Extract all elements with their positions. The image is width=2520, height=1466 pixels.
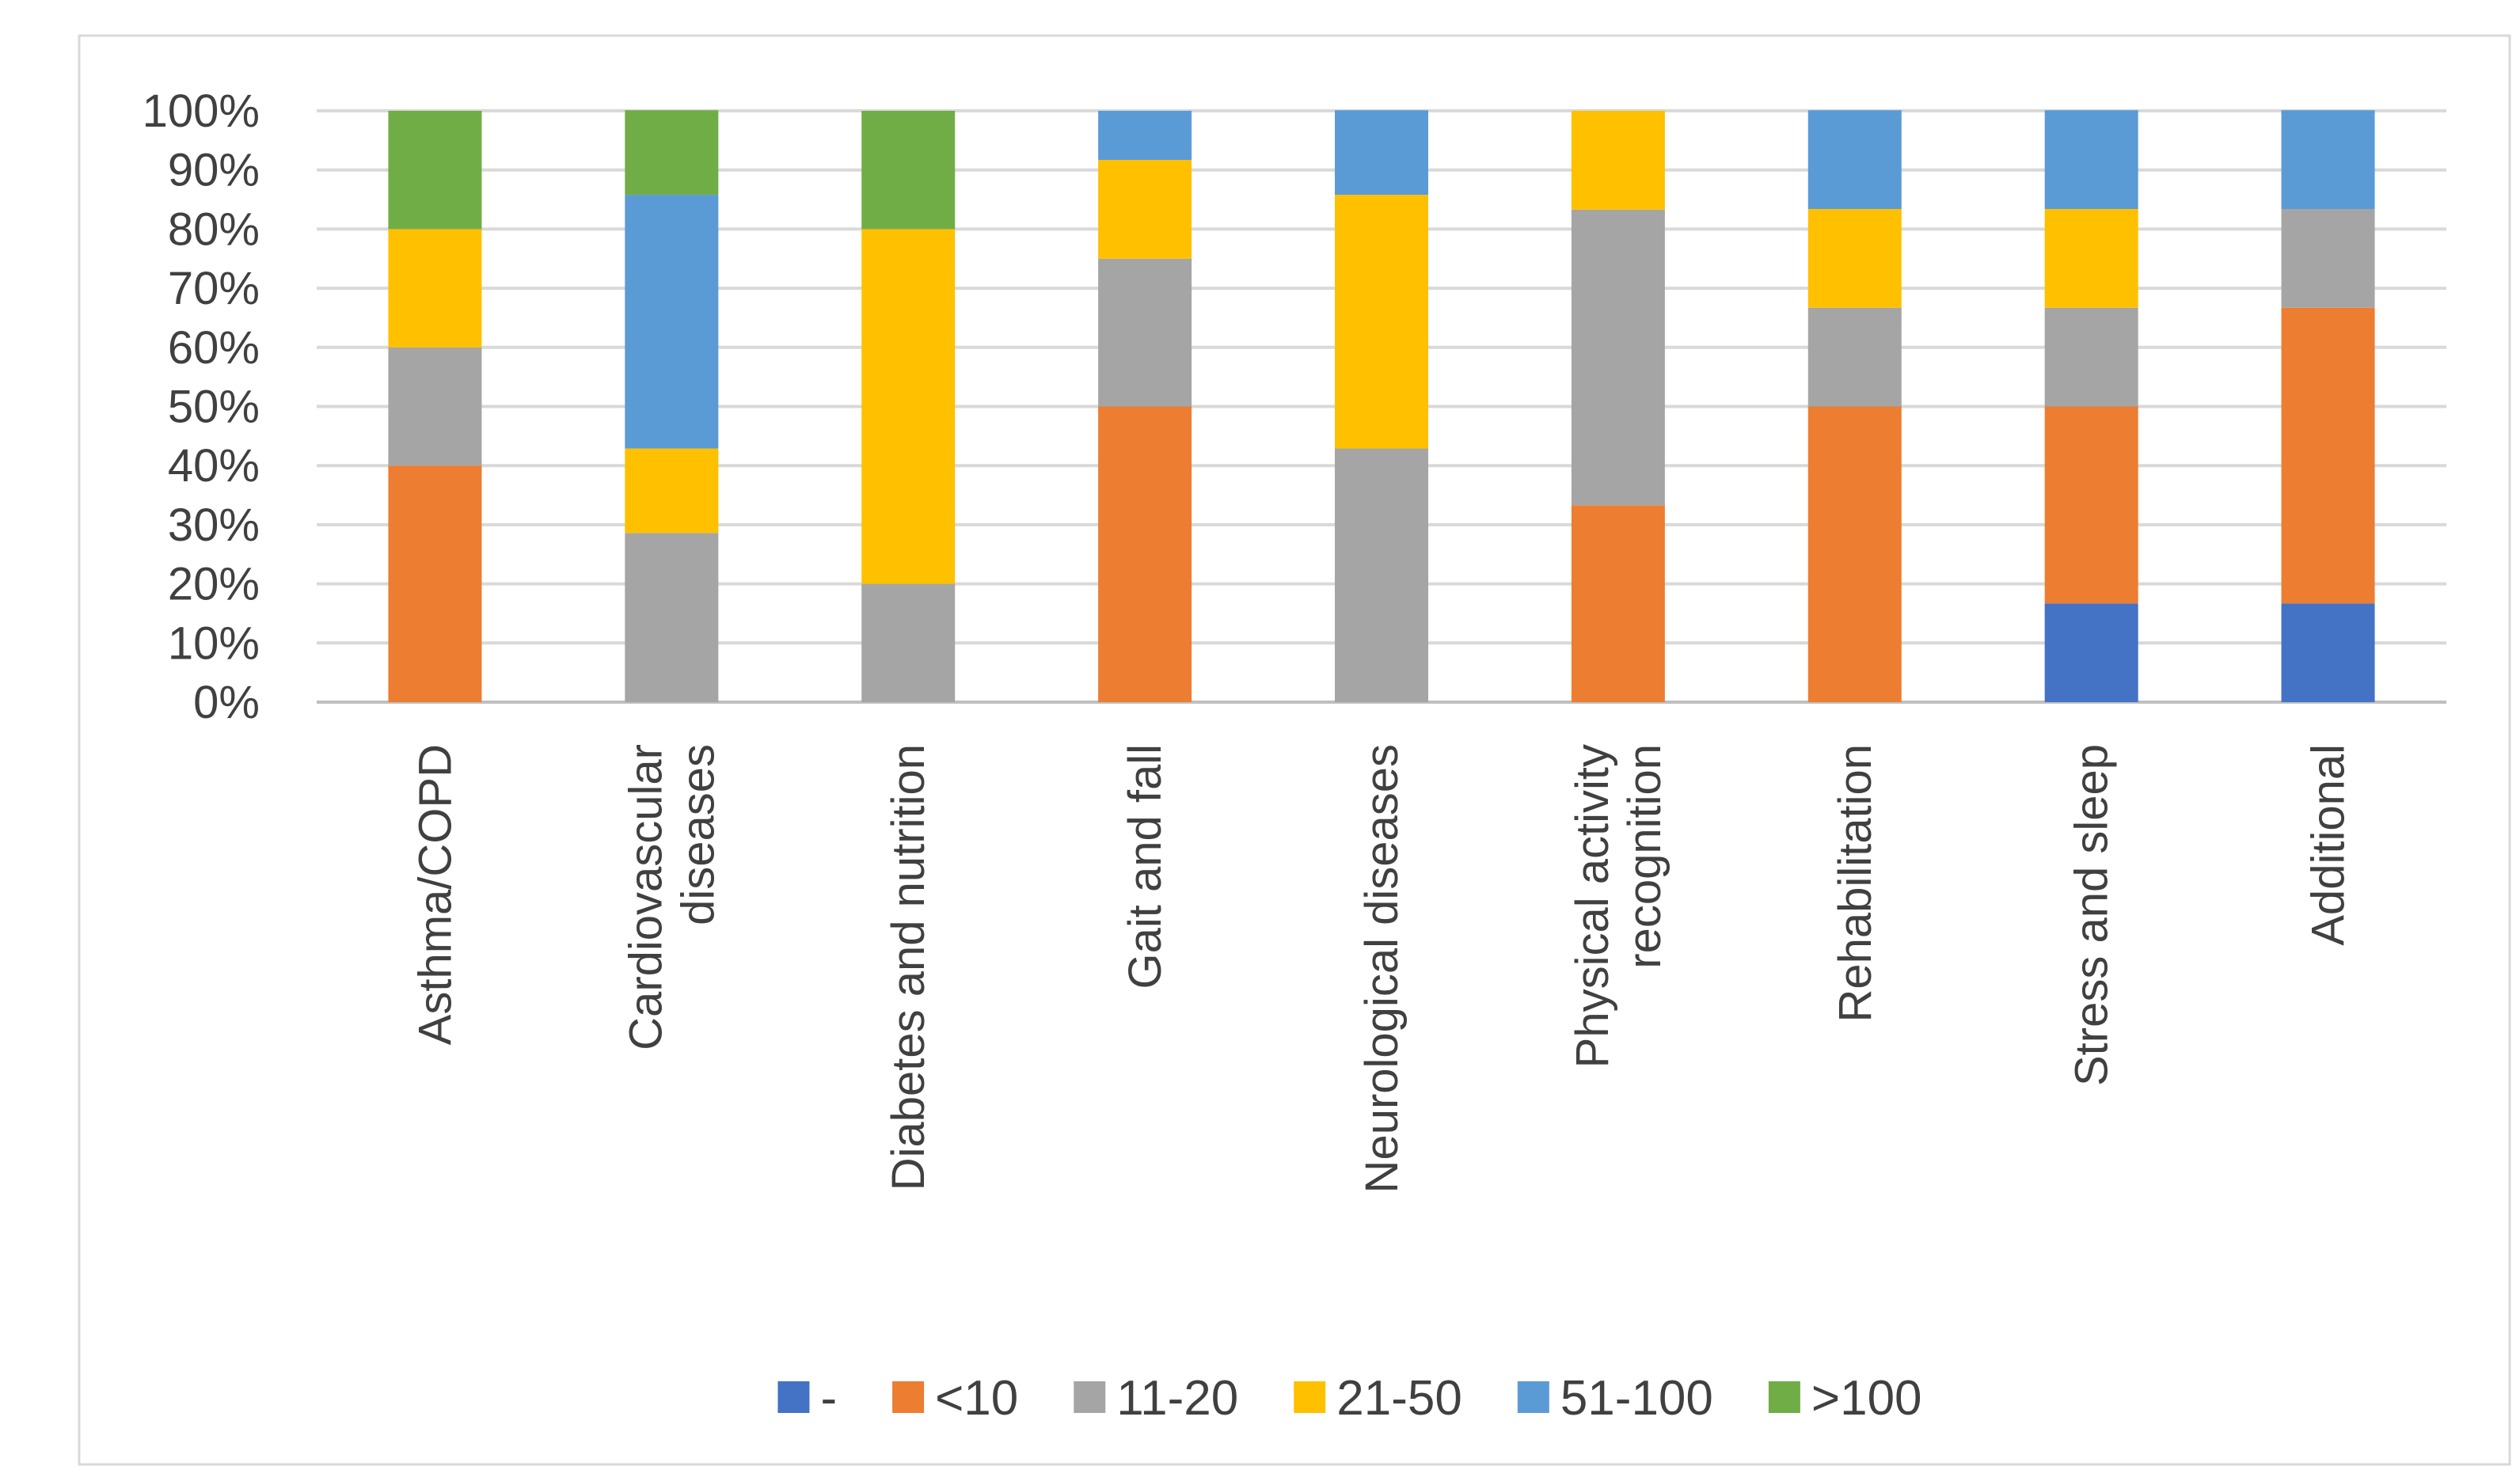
x-axis-tick-labels: Asthma/COPD Cardiovascular diseases Diabete… [409,744,2354,1193]
x-tick-label: Stress and sleep [2066,744,2118,1086]
x-tick-label-line: recognition [1619,744,1670,969]
bars [388,110,2375,702]
bar-segment [1335,195,1428,449]
legend-swatch [777,1381,810,1413]
y-axis-tick-labels: 0% 10% 20% 30% 40% 50% 60% 70% 80% 90% 100% [143,85,260,728]
x-tick-label-line: Additional [2303,744,2355,946]
bar-segment [2044,307,2138,407]
x-tick-label-line: Asthma/COPD [409,744,461,1045]
bar-segment [2281,307,2375,604]
bar-segment [625,110,719,196]
legend-swatch [892,1381,925,1413]
bar-segment [2281,209,2375,308]
legend-swatch [1294,1381,1326,1413]
legend-label: 51-100 [1560,1371,1713,1426]
legend-item: 11-20 [1074,1371,1238,1426]
bar-segment [1571,111,1665,210]
x-tick-label-line: Cardiovascular [620,744,671,1050]
y-tick-label: 20% [168,559,260,610]
bar-segment [1571,505,1665,702]
bar-segment [388,347,482,466]
y-tick-label: 60% [168,322,260,374]
x-tick-label: Rehabilitation [1830,744,1881,1022]
bar-segment [861,583,956,702]
legend-swatch [1517,1381,1549,1413]
legend: - <10 11-20 21-50 51-100 >100 [777,1371,1922,1426]
x-tick-label: Gait and fall [1119,744,1171,989]
y-tick-label: 50% [168,382,260,433]
legend-label: - [820,1371,837,1426]
legend-label: 21-50 [1336,1371,1462,1426]
x-tick-label: Physical activity recognition [1567,744,1670,1068]
bar-segment [1098,111,1192,161]
x-tick-label-line: diseases [672,744,724,925]
x-tick-label: Cardiovascular diseases [620,744,724,1050]
x-tick-label-line: Stress and sleep [2066,744,2118,1086]
bar-segment [2044,406,2138,604]
x-tick-label-line: Gait and fall [1119,744,1171,989]
x-tick-label: Asthma/COPD [409,744,461,1045]
bar-segment [1807,406,1902,702]
legend-item: >100 [1768,1371,1922,1426]
bar-segment [1098,160,1192,259]
bar-segment [861,111,956,230]
legend-label: 11-20 [1116,1371,1238,1426]
bar-segment [1807,209,1902,308]
bar-segment [625,448,719,534]
x-tick-label: Additional [2303,744,2355,946]
bar-segment [388,229,482,348]
y-tick-label: 40% [168,440,260,492]
y-tick-label: 90% [168,145,260,196]
bar-segment [2044,110,2138,210]
bar-segment [1098,258,1192,407]
y-tick-label: 30% [168,499,260,551]
legend-label: <10 [935,1371,1018,1426]
bar-segment [1807,307,1902,407]
bar-segment [625,533,719,702]
x-tick-label: Neurological diseases [1356,744,1408,1193]
bar-segment [388,111,482,230]
legend-item: 51-100 [1517,1371,1713,1426]
x-tick-label: Diabetes and nutrition [883,744,934,1191]
x-tick-label-line: Neurological diseases [1356,744,1408,1193]
legend-swatch [1074,1381,1106,1413]
y-tick-label: 10% [168,617,260,669]
bar-segment [2281,110,2375,210]
bar-segment [1571,209,1665,506]
legend-label: >100 [1811,1371,1922,1426]
x-tick-label-line: Physical activity [1567,744,1618,1068]
y-tick-label: 0% [193,677,260,728]
bar-segment [2044,603,2138,702]
legend-swatch [1768,1381,1800,1413]
x-tick-label-line: Diabetes and nutrition [883,744,934,1191]
bar-segment [388,465,482,702]
y-tick-label: 80% [168,203,260,255]
bar-segment [1098,406,1192,702]
legend-item: <10 [892,1371,1018,1426]
bar-segment [1807,110,1902,210]
bar-segment [861,229,956,584]
x-tick-label-line: Rehabilitation [1830,744,1881,1022]
bar-segment [2044,209,2138,308]
y-tick-label: 70% [168,263,260,314]
bar-segment [1335,448,1428,702]
bar-segment [625,195,719,449]
bar-segment [1335,110,1428,196]
bar-segment [2281,603,2375,702]
legend-item: 21-50 [1294,1371,1462,1426]
legend-item: - [777,1371,837,1426]
y-tick-label: 100% [143,85,260,137]
